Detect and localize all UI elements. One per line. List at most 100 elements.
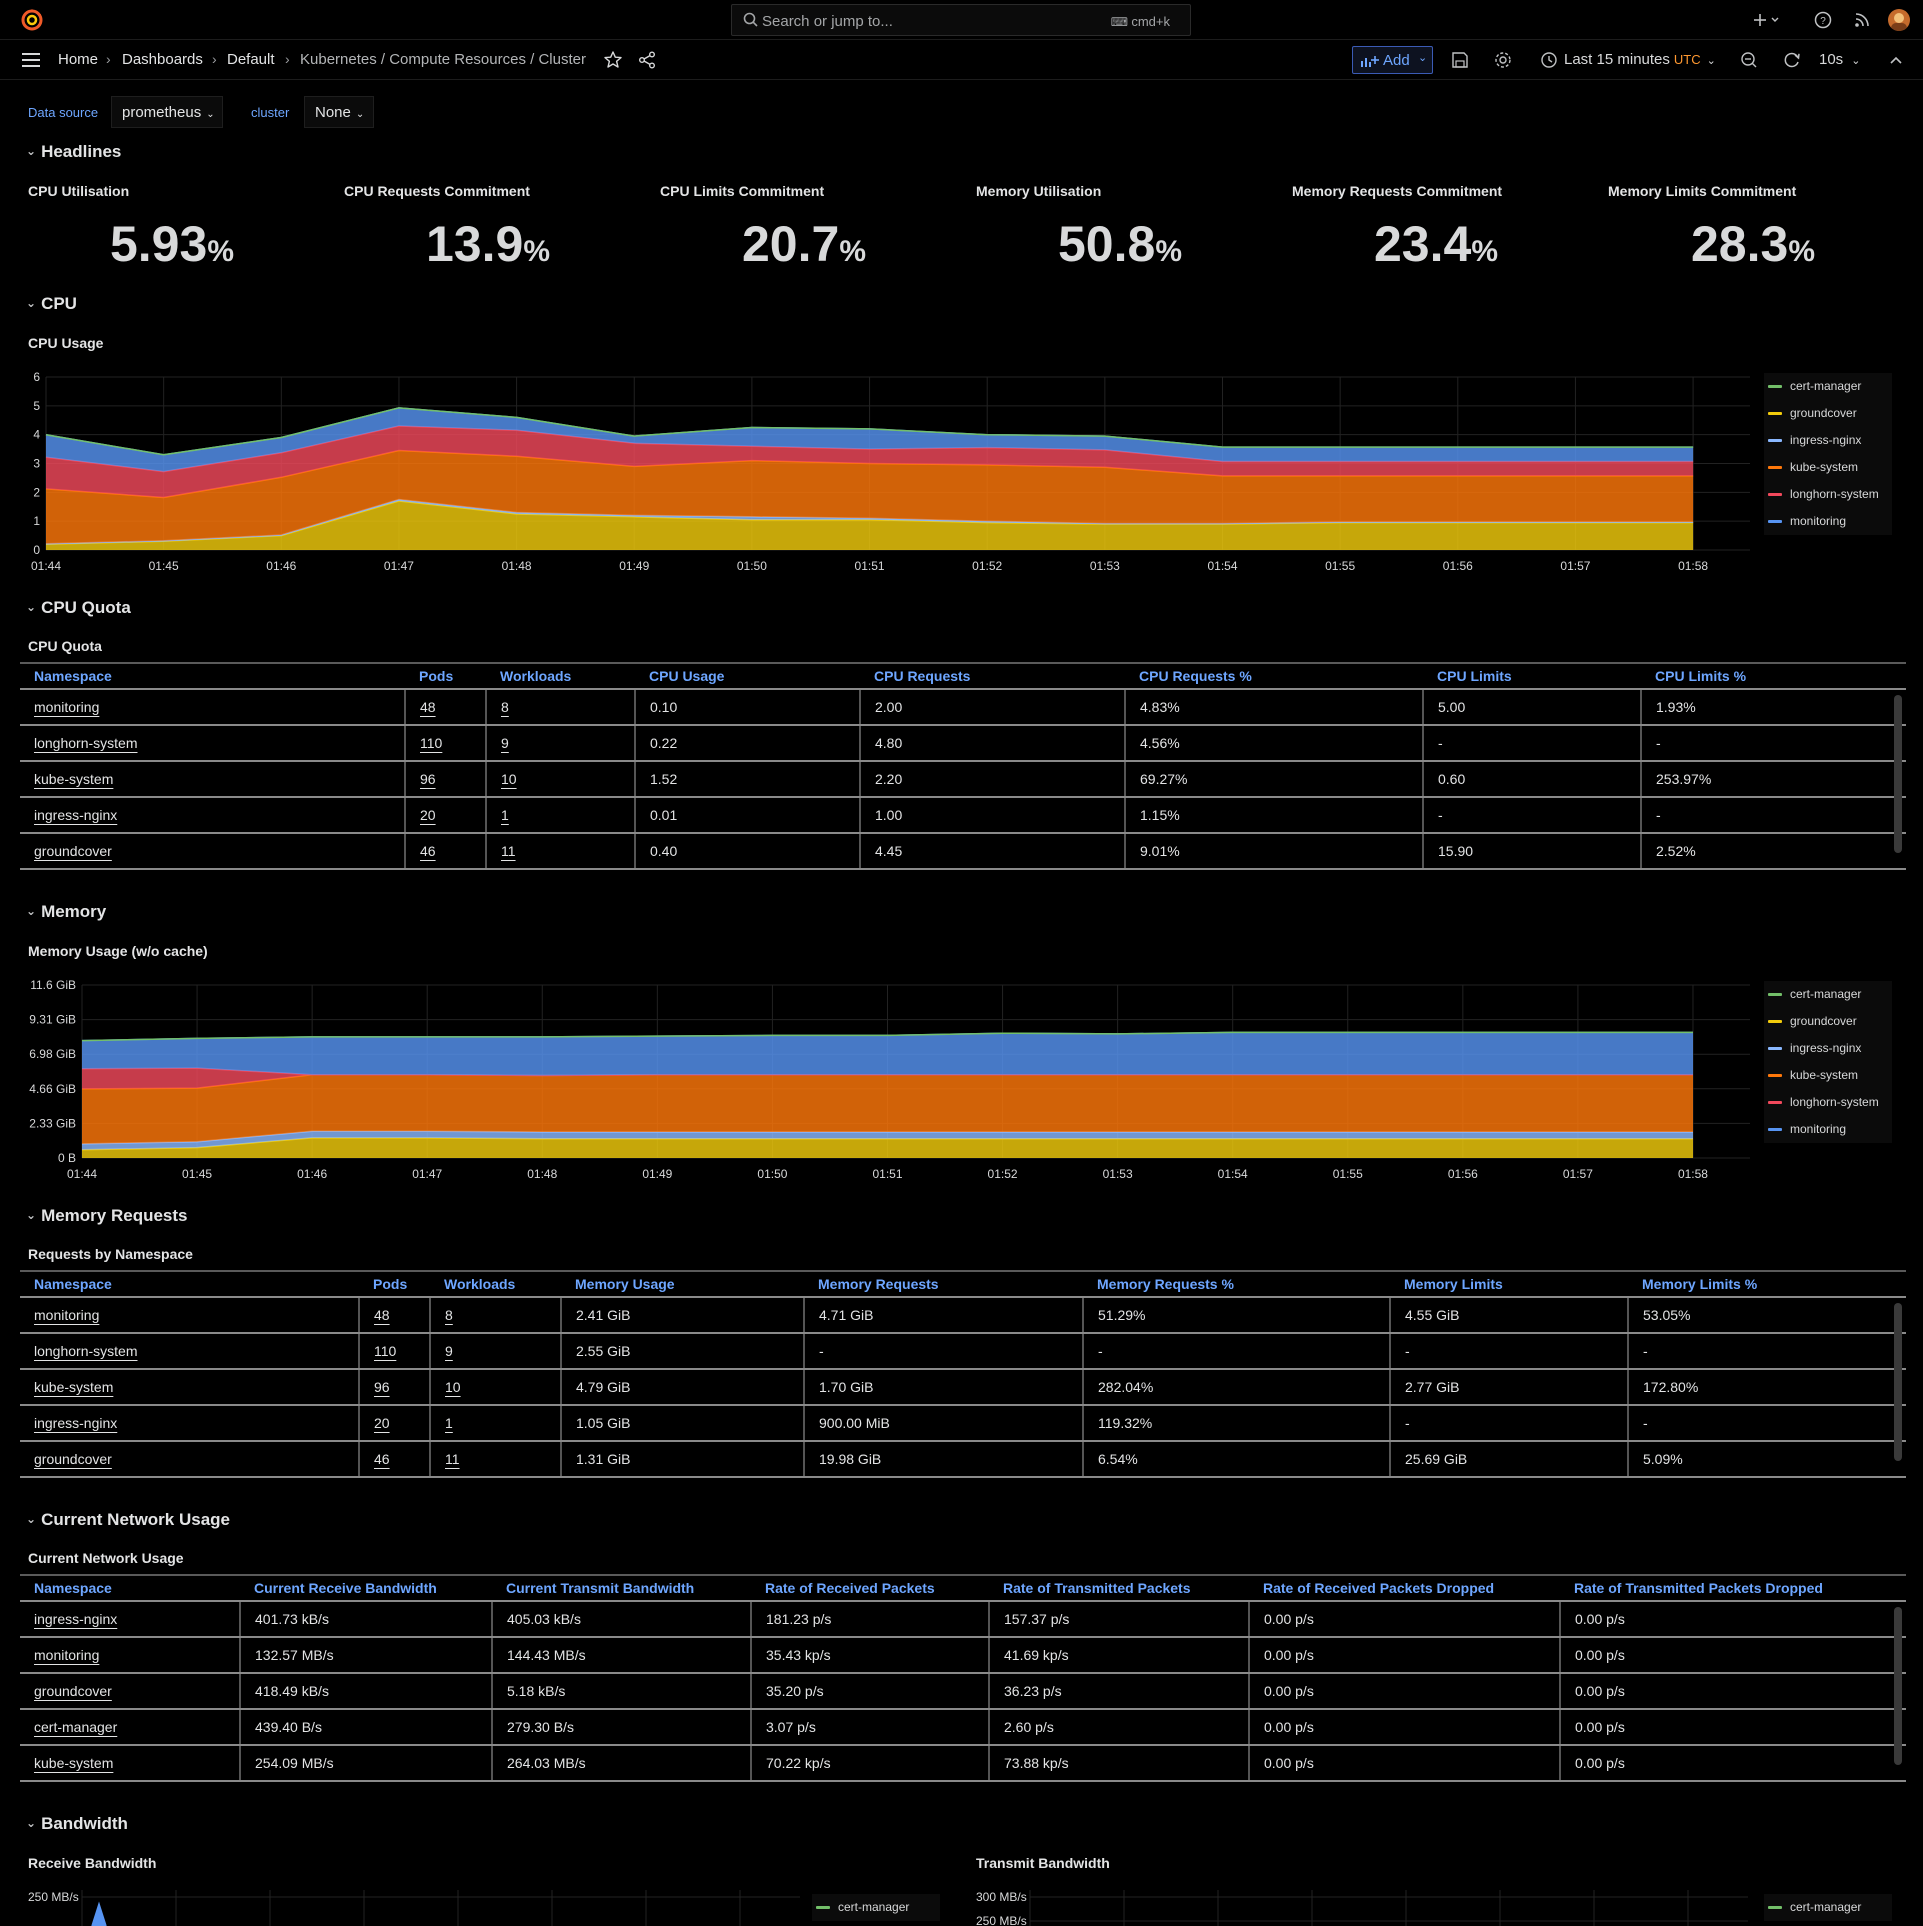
network-column-header[interactable]: Rate of Received Packets Dropped (1249, 1574, 1560, 1602)
row-cpu-quota[interactable]: ⌄ CPU Quota (26, 598, 131, 618)
memory-requests-scrollbar[interactable] (1894, 1303, 1902, 1461)
legend-item-groundcover[interactable]: groundcover (1764, 400, 1892, 427)
zoom-out-icon[interactable] (1739, 50, 1759, 70)
legend-item-cert-manager[interactable]: cert-manager (1764, 373, 1892, 400)
avatar[interactable] (1888, 9, 1910, 31)
legend-item-groundcover[interactable]: groundcover (1764, 1008, 1892, 1035)
breadcrumb-home[interactable]: Home (58, 51, 99, 68)
area-series-monitoring[interactable] (82, 1032, 1693, 1076)
table-cell-link[interactable]: groundcover (34, 1683, 112, 1699)
cpu-quota-column-header[interactable]: CPU Requests % (1125, 662, 1423, 690)
memory-requests-column-header[interactable]: Memory Usage (561, 1270, 804, 1298)
table-cell-link[interactable]: longhorn-system (34, 1343, 138, 1359)
area-series-ingress-nginx[interactable] (82, 1131, 1693, 1150)
table-cell-link[interactable]: groundcover (34, 843, 112, 859)
memory-requests-column-header[interactable]: Workloads (430, 1270, 561, 1298)
table-cell-link[interactable]: 1 (445, 1415, 453, 1431)
legend-item-ingress-nginx[interactable]: ingress-nginx (1764, 1035, 1892, 1062)
network-column-header[interactable]: Current Transmit Bandwidth (492, 1574, 751, 1602)
legend-item-monitoring[interactable]: monitoring (1764, 508, 1892, 535)
table-cell-link[interactable]: 20 (420, 807, 436, 823)
table-cell-link[interactable]: kube-system (34, 1755, 114, 1771)
table-cell[interactable]: kube-system (20, 1369, 360, 1406)
table-cell-link[interactable]: 8 (445, 1307, 453, 1323)
table-cell-link[interactable]: kube-system (34, 771, 114, 787)
legend-item-cert-manager[interactable]: cert-manager (1764, 981, 1892, 1008)
row-bandwidth[interactable]: ⌄ Bandwidth (26, 1814, 128, 1834)
table-cell-link[interactable]: cert-manager (34, 1719, 118, 1735)
network-usage-scrollbar[interactable] (1894, 1607, 1902, 1765)
table-cell[interactable]: groundcover (20, 1441, 360, 1478)
table-cell[interactable]: cert-manager (20, 1709, 241, 1746)
table-cell-link[interactable]: 46 (374, 1451, 390, 1467)
collapse-icon[interactable] (1888, 52, 1904, 68)
cpu-quota-column-header[interactable]: CPU Usage (635, 662, 860, 690)
row-current-network-usage[interactable]: ⌄ Current Network Usage (26, 1510, 230, 1530)
table-cell[interactable]: kube-system (20, 761, 406, 798)
share-icon[interactable] (637, 50, 657, 70)
table-cell[interactable]: monitoring (20, 1637, 241, 1674)
star-icon[interactable] (603, 50, 623, 70)
table-cell-link[interactable]: longhorn-system (34, 735, 138, 751)
table-cell[interactable]: ingress-nginx (20, 1601, 241, 1638)
network-column-header[interactable]: Current Receive Bandwidth (240, 1574, 492, 1602)
table-cell[interactable]: 10 (486, 761, 636, 798)
row-cpu[interactable]: ⌄ CPU (26, 294, 77, 314)
area-series-groundcover[interactable] (82, 1137, 1693, 1158)
memory-requests-column-header[interactable]: Memory Limits % (1628, 1270, 1906, 1298)
cpu-quota-column-header[interactable]: Namespace (20, 662, 405, 690)
table-cell[interactable]: 20 (405, 797, 487, 834)
table-cell[interactable]: 8 (430, 1297, 562, 1334)
network-column-header[interactable]: Rate of Received Packets (751, 1574, 989, 1602)
table-cell-link[interactable]: 9 (501, 735, 509, 751)
table-cell-link[interactable]: 11 (501, 843, 516, 859)
table-cell[interactable]: 11 (486, 833, 636, 870)
save-icon[interactable] (1450, 50, 1470, 70)
network-column-header[interactable]: Namespace (20, 1574, 240, 1602)
table-cell-link[interactable]: 46 (420, 843, 436, 859)
legend-item-cert-manager[interactable]: cert-manager (812, 1894, 940, 1921)
table-cell-link[interactable]: 20 (374, 1415, 390, 1431)
area-series-longhorn-system[interactable] (46, 426, 1694, 498)
table-cell[interactable]: 10 (430, 1369, 562, 1406)
table-cell-link[interactable]: monitoring (34, 699, 100, 715)
table-cell-link[interactable]: 96 (420, 771, 436, 787)
table-cell[interactable]: 48 (359, 1297, 431, 1334)
area-series-kube-system[interactable] (82, 1074, 1693, 1144)
network-column-header[interactable]: Rate of Transmitted Packets (989, 1574, 1249, 1602)
breadcrumb-folder[interactable]: Default (227, 51, 275, 68)
cluster-variable-select[interactable]: None ⌄ (304, 96, 374, 128)
legend-item-kube-system[interactable]: kube-system (1764, 454, 1892, 481)
table-cell[interactable]: groundcover (20, 1673, 241, 1710)
network-column-header[interactable]: Rate of Transmitted Packets Dropped (1560, 1574, 1906, 1602)
table-cell-link[interactable]: 1 (501, 807, 509, 823)
refresh-interval-picker[interactable]: 10s ⌄ (1819, 51, 1860, 68)
table-cell[interactable]: 110 (405, 725, 487, 762)
memory-requests-column-header[interactable]: Memory Requests % (1083, 1270, 1390, 1298)
gear-icon[interactable] (1493, 50, 1513, 70)
table-cell-link[interactable]: kube-system (34, 1379, 114, 1395)
table-cell[interactable]: 96 (405, 761, 487, 798)
table-cell[interactable]: kube-system (20, 1745, 241, 1782)
table-cell[interactable]: ingress-nginx (20, 797, 406, 834)
area-series-groundcover[interactable] (46, 501, 1694, 550)
table-cell[interactable]: 46 (359, 1441, 431, 1478)
table-cell[interactable]: monitoring (20, 1297, 360, 1334)
breadcrumb-dashboards[interactable]: Dashboards (122, 51, 203, 68)
table-cell[interactable]: 11 (430, 1441, 562, 1478)
plus-icon[interactable] (1752, 10, 1782, 30)
grafana-logo-icon[interactable] (20, 8, 44, 32)
memory-requests-column-header[interactable]: Memory Requests (804, 1270, 1083, 1298)
table-cell[interactable]: 20 (359, 1405, 431, 1442)
legend-item-longhorn-system[interactable]: longhorn-system (1764, 1089, 1892, 1116)
area-series-monitoring[interactable] (92, 1904, 106, 1926)
table-cell-link[interactable]: groundcover (34, 1451, 112, 1467)
table-cell-link[interactable]: 11 (445, 1451, 460, 1467)
table-cell-link[interactable]: 48 (420, 699, 436, 715)
legend-item-cert-manager[interactable]: cert-manager (1764, 1894, 1892, 1921)
add-button[interactable]: Add ⌄ (1352, 46, 1433, 74)
table-cell[interactable]: 8 (486, 689, 636, 726)
table-cell-link[interactable]: monitoring (34, 1647, 100, 1663)
table-cell-link[interactable]: 10 (501, 771, 517, 787)
memory-requests-column-header[interactable]: Memory Limits (1390, 1270, 1628, 1298)
